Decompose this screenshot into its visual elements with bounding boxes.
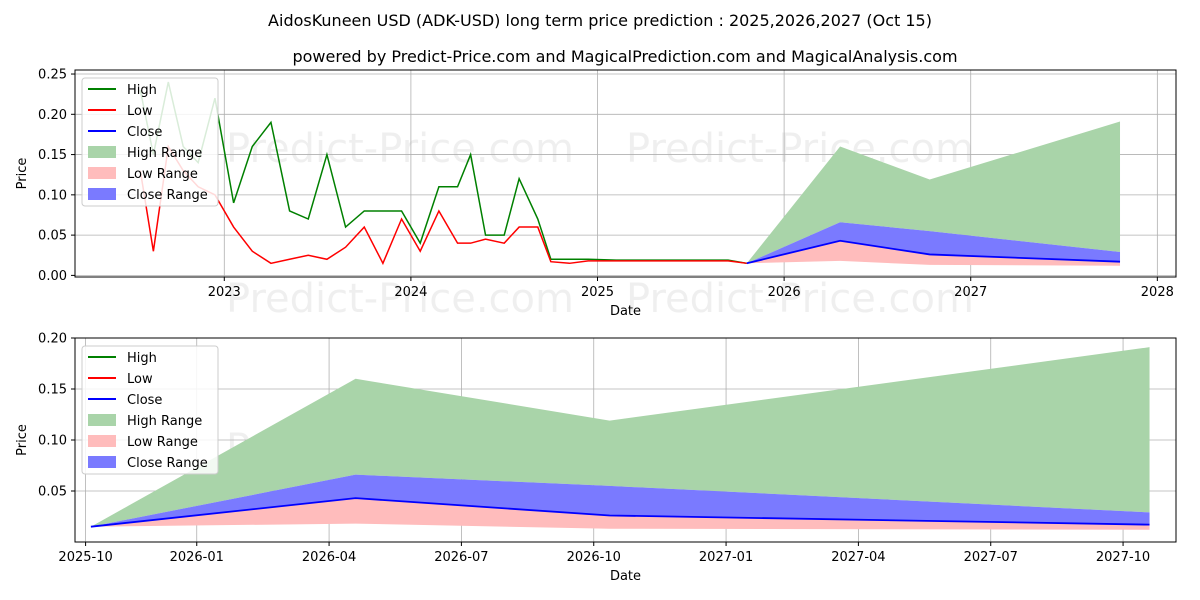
p0-xtick-label-0: 2023	[208, 285, 241, 300]
p0-xtick-label-4: 2027	[954, 285, 987, 300]
p1-ytick-label-0: 0.05	[38, 485, 67, 500]
p0-ytick-label-1: 0.05	[38, 229, 67, 244]
p0-legend-label-0: High	[127, 83, 157, 98]
p0-legend-label-1: Low	[127, 104, 153, 119]
p1-xtick-label-8: 2027-10	[1096, 550, 1150, 565]
p1-xtick-label-5: 2027-01	[699, 550, 753, 565]
p1-legend-label-1: Low	[127, 372, 153, 387]
p0-low-range-area	[746, 240, 1121, 266]
p1-high-range-area	[90, 347, 1150, 527]
p0-legend-swatch-3	[88, 146, 116, 158]
chart-subtitle: powered by Predict-Price.com and Magical…	[292, 47, 957, 66]
p1-legend-label-2: Close	[127, 393, 162, 408]
p0-x-axis-label: Date	[610, 304, 641, 319]
p1-y-axis-label: Price	[15, 424, 30, 456]
p1-xtick-label-3: 2026-07	[434, 550, 488, 565]
p0-ytick-label-3: 0.15	[38, 148, 67, 163]
p0-legend-label-2: Close	[127, 125, 162, 140]
p0-xtick-label-2: 2025	[581, 285, 614, 300]
p1-xtick-label-2: 2026-04	[302, 550, 356, 565]
p1-ytick-label-2: 0.15	[38, 383, 67, 398]
p1-close-range-area	[90, 474, 1150, 527]
p1-legend-label-4: Low Range	[127, 435, 198, 450]
p0-legend-swatch-4	[88, 167, 116, 179]
p1-xtick-label-7: 2027-07	[964, 550, 1018, 565]
p1-legend-swatch-4	[88, 435, 116, 447]
p1-legend-swatch-5	[88, 456, 116, 468]
p0-legend: High Low Close High Range Low Range Close Ran…	[81, 77, 219, 207]
watermark: Predict-Price.com	[226, 126, 574, 172]
p0-axes-frame	[74, 69, 1177, 278]
p0-xtick-label-3: 2026	[768, 285, 801, 300]
p1-legend-swatch-3	[88, 414, 116, 426]
p0-close-range-area	[746, 222, 1121, 264]
p0-high-range-area	[746, 121, 1121, 264]
p0-legend-label-4: Low Range	[127, 167, 198, 182]
p1-close-line	[90, 497, 1150, 528]
p1-x-axis-label: Date	[610, 569, 641, 584]
p1-xtick-label-0: 2025-10	[58, 550, 112, 565]
p1-legend: High Low Close High Range Low Range Close Ran…	[81, 345, 219, 475]
p0-ytick-label-2: 0.10	[38, 188, 67, 203]
p1-legend-label-3: High Range	[127, 414, 202, 429]
p0-legend-label-3: High Range	[127, 146, 202, 161]
p0-xtick-label-5: 2028	[1141, 285, 1174, 300]
p0-ytick-label-5: 0.25	[38, 68, 67, 83]
p0-y-axis-label: Price	[15, 158, 30, 190]
top-panel: Predict-Price.com Predict-Price.com Predic…	[15, 68, 1177, 322]
p0-xtick-label-1: 2024	[394, 285, 427, 300]
watermark: Predict-Price.com	[626, 126, 974, 172]
p0-close-line	[746, 239, 1121, 265]
p0-ytick-label-4: 0.20	[38, 108, 67, 123]
p1-ytick-label-1: 0.10	[38, 434, 67, 449]
watermark: Predict-Price.com	[626, 276, 974, 322]
p1-xtick-label-1: 2026-01	[170, 550, 224, 565]
p1-ytick-label-3: 0.20	[38, 332, 67, 347]
p1-legend-label-5: Close Range	[127, 456, 208, 471]
p1-low-range-area	[90, 498, 1150, 530]
p1-legend-label-0: High	[127, 351, 157, 366]
watermark: Predict-Price.com	[226, 276, 574, 322]
bottom-panel: Predict-Price.comPredict-Price.com2025-1…	[15, 332, 1177, 584]
chart-title: AidosKuneen USD (ADK-USD) long term pric…	[268, 11, 932, 30]
p0-legend-label-5: Close Range	[127, 188, 208, 203]
p1-xtick-label-4: 2026-10	[567, 550, 621, 565]
p0-legend-swatch-5	[88, 188, 116, 200]
p0-ytick-label-0: 0.00	[38, 269, 67, 284]
p1-xtick-label-6: 2027-04	[831, 550, 885, 565]
